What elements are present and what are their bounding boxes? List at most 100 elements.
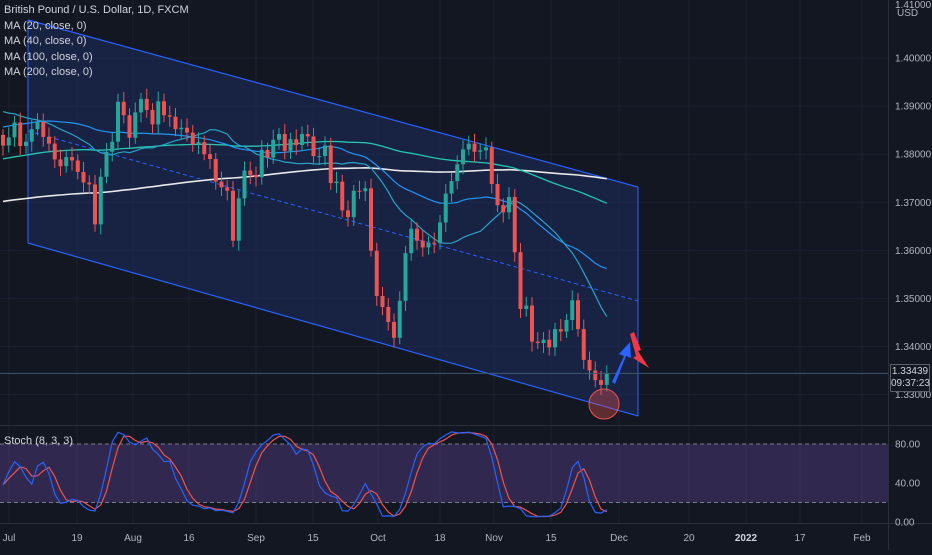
time-tick-label: 2022	[735, 533, 758, 544]
candle-body	[282, 134, 287, 151]
candle-body	[472, 143, 477, 152]
candle-body	[18, 122, 23, 147]
candle-body	[323, 145, 327, 157]
time-tick-label: Dec	[610, 533, 628, 544]
time-tick-label: Aug	[124, 533, 142, 544]
candle-body	[300, 134, 304, 146]
symbol-title[interactable]: British Pound / U.S. Dollar, 1D, FXCM	[4, 4, 189, 16]
candle-body	[29, 129, 34, 142]
candle-body	[208, 154, 212, 159]
bar-countdown: 09:37:23	[891, 378, 930, 389]
candle-body	[587, 359, 592, 371]
candle-body	[58, 159, 63, 167]
time-tick-label: 16	[183, 533, 195, 544]
ma-200-line	[2, 166, 607, 203]
candle-body	[570, 300, 575, 321]
candle-body	[167, 115, 172, 117]
time-tick-label: 20	[683, 533, 695, 544]
candle-body	[213, 158, 218, 182]
candle-body	[305, 134, 310, 137]
price-tick-label: 1.41000	[895, 0, 932, 11]
annotations	[0, 332, 888, 420]
current-price: 1.33439	[891, 366, 929, 377]
candle-body	[564, 320, 569, 332]
candle-body	[156, 101, 161, 125]
candle-body	[162, 101, 166, 116]
candle-body	[357, 190, 362, 192]
candle-body	[144, 98, 149, 110]
ma-200-legend[interactable]: MA (200, close, 0)	[4, 66, 93, 78]
candle-body	[139, 98, 143, 113]
stoch-band	[0, 444, 888, 503]
candle-body	[363, 188, 368, 192]
candle-body	[581, 329, 586, 360]
candle-body	[535, 341, 540, 344]
candle-body	[386, 307, 391, 322]
candle-body	[121, 101, 126, 116]
candle-body	[392, 321, 396, 338]
ma-20-legend[interactable]: MA (20, close, 0)	[4, 19, 87, 32]
candle-body	[248, 170, 253, 175]
candle-body	[432, 242, 437, 244]
stoch-tick-label: 40.00	[895, 479, 920, 490]
time-tick-label: 15	[545, 533, 557, 544]
candle-body	[449, 181, 454, 194]
candle-body	[41, 121, 46, 137]
time-tick-label: Jul	[3, 533, 16, 544]
up-arrow	[612, 342, 631, 384]
candles	[1, 88, 609, 395]
down-arrow	[630, 332, 649, 368]
price-tick-label: 1.40000	[895, 54, 932, 65]
candle-body	[259, 149, 264, 178]
candle-body	[553, 329, 557, 348]
candle-body	[461, 149, 465, 165]
time-tick-label: 17	[794, 533, 806, 544]
candle-body	[518, 252, 523, 309]
candle-body	[110, 141, 115, 152]
candle-body	[133, 112, 138, 138]
candle-body	[409, 228, 414, 254]
stoch-d-line	[2, 431, 608, 518]
price-tick-label: 1.34000	[895, 342, 932, 353]
currency-unit: USD	[897, 8, 919, 19]
candle-body	[93, 184, 97, 225]
price-tick-label: 1.39000	[895, 102, 932, 113]
stoch-tick-label: 80.00	[895, 440, 920, 451]
candle-body	[75, 160, 80, 172]
candle-body	[104, 151, 109, 177]
candle-body	[403, 253, 408, 301]
candle-body	[328, 145, 333, 184]
candle-body	[265, 149, 270, 158]
candle-body	[420, 240, 425, 248]
candle-body	[593, 370, 598, 381]
stoch-legend[interactable]: Stoch (8, 3, 3)	[4, 435, 74, 447]
candle-body	[530, 305, 534, 342]
candle-body	[380, 295, 385, 308]
channel-lower-line	[27, 242, 639, 417]
candle-body	[415, 228, 419, 241]
candle-body	[70, 157, 74, 161]
ma-40-legend[interactable]: MA (40, close, 0)	[4, 35, 87, 47]
candle-body	[558, 329, 563, 332]
candle-body	[24, 141, 28, 147]
candle-body	[443, 193, 448, 223]
ma-100-line	[2, 140, 608, 204]
stochastic-pane	[0, 431, 888, 518]
price-tick-label: 1.37000	[895, 198, 932, 209]
axes: 1.41000 1.40000 1.39000 1.38000 1.37000 1.360…	[3, 0, 932, 544]
candle-body	[185, 127, 189, 133]
candle-body	[52, 143, 57, 160]
candle-body	[547, 339, 552, 348]
ma-40-line	[2, 120, 607, 270]
candle-body	[271, 139, 276, 158]
candle-body	[225, 187, 230, 191]
ma-20-line	[2, 111, 608, 317]
stoch-tick-label: 0.00	[895, 518, 915, 529]
candle-body	[484, 147, 488, 151]
support-circle	[588, 388, 620, 420]
candle-body	[219, 181, 224, 188]
ma-100-legend[interactable]: MA (100, close, 0)	[4, 50, 93, 63]
candle-body	[334, 181, 339, 184]
